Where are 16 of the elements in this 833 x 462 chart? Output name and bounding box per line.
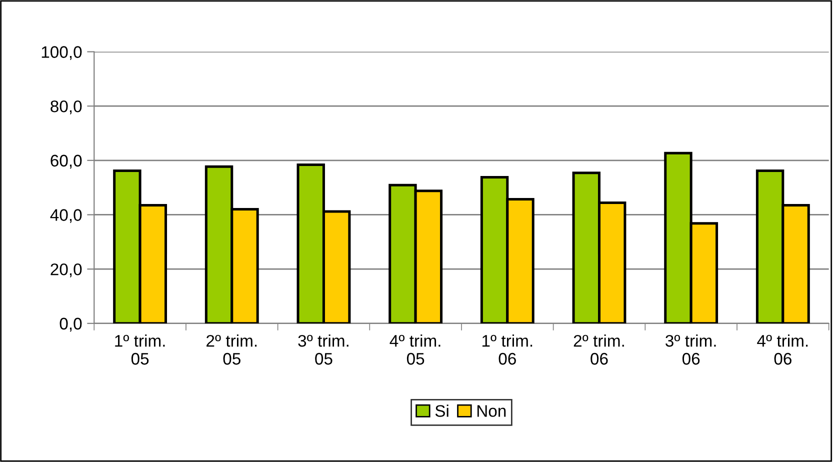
y-tick-label: 100,0 xyxy=(42,46,82,60)
legend-label: Non xyxy=(477,405,506,417)
x-tick-label: 4º trim. 05 xyxy=(390,334,440,365)
x-tick-label: 1º trim. 05 xyxy=(115,334,165,365)
y-tick-label: 60,0 xyxy=(50,154,82,169)
y-tick-label: 20,0 xyxy=(50,263,82,278)
legend-label: Si xyxy=(435,404,448,417)
y-tick-label: 40,0 xyxy=(50,209,82,223)
x-tick-label: 4º trim. 06 xyxy=(757,334,808,365)
x-tick-label: 2º trim. 05 xyxy=(206,334,257,365)
y-tick-label: 80,0 xyxy=(50,100,82,114)
y-tick-label: 0,0 xyxy=(60,318,82,332)
x-tick-label: 2º trim. 06 xyxy=(574,334,624,365)
x-tick-label: 3º trim. 06 xyxy=(666,334,716,365)
x-tick-label: 1º trim. 06 xyxy=(482,334,532,365)
x-tick-label: 3º trim. 05 xyxy=(298,334,348,365)
